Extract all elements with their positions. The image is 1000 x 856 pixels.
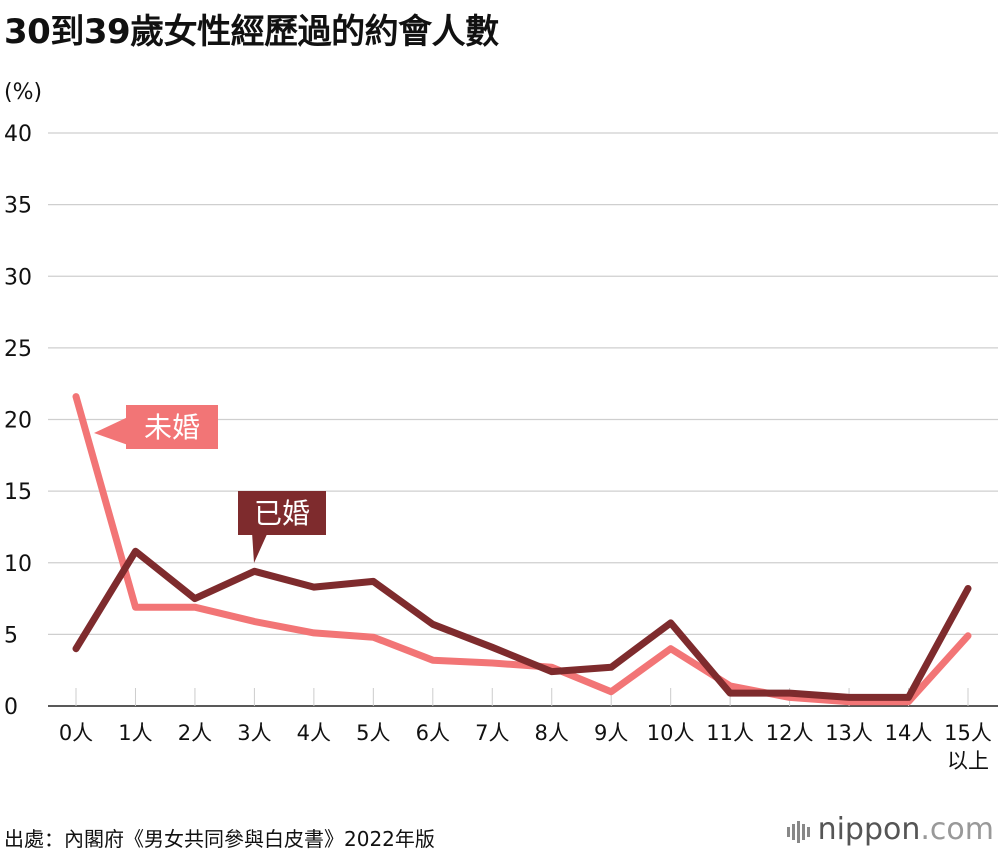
nippon-logo: nippon.com xyxy=(786,812,994,848)
x-tick-label: 6人 xyxy=(416,721,450,745)
callout-label: 已婚 xyxy=(254,497,310,530)
y-axis-ticks: 0 5 10 15 20 25 30 35 40 xyxy=(4,122,32,720)
series-line-0 xyxy=(72,393,972,706)
line-chart: 0 5 10 15 20 25 30 35 40 0人 1人 2人 3人 4人 5人 6人 7人 8人 9人 10人… xyxy=(4,122,998,773)
x-tick-label: 10人 xyxy=(647,721,695,745)
x-tick-label: 15人 xyxy=(944,721,992,745)
series-lines xyxy=(72,393,972,706)
x-tick-label: 14人 xyxy=(885,721,933,745)
logo-suffix: .com xyxy=(920,812,994,847)
y-axis-unit-label: (%) xyxy=(4,80,43,105)
y-tick-label: 0 xyxy=(4,695,18,720)
y-tick-label: 10 xyxy=(4,552,32,577)
x-tick-label: 7人 xyxy=(475,721,509,745)
x-tick-label: 13人 xyxy=(825,721,873,745)
x-tick-label: 4人 xyxy=(297,721,331,745)
y-tick-label: 5 xyxy=(4,623,18,648)
x-tick-label: 1人 xyxy=(118,721,152,745)
x-tick-label: 11人 xyxy=(706,721,754,745)
x-tick-label: 5人 xyxy=(356,721,390,745)
y-tick-label: 15 xyxy=(4,480,32,505)
x-tick-label: 3人 xyxy=(237,721,271,745)
callout-label: 未婚 xyxy=(144,411,200,444)
series-callout-1: 已婚 xyxy=(238,491,326,563)
x-tick-label: 9人 xyxy=(594,721,628,745)
y-tick-label: 40 xyxy=(4,122,32,147)
y-tick-label: 35 xyxy=(4,194,32,219)
x-tick-label: 8人 xyxy=(535,721,569,745)
series-callout-0: 未婚 xyxy=(94,405,218,449)
logo-text: nippon xyxy=(817,812,921,847)
y-tick-label: 30 xyxy=(4,265,32,290)
x-tick-label: 2人 xyxy=(178,721,212,745)
x-tick-label: 12人 xyxy=(766,721,814,745)
x-tick-label: 以上 xyxy=(947,749,989,773)
y-tick-label: 25 xyxy=(4,337,32,362)
source-note: 出處：內閣府《男女共同參與白皮書》2022年版 xyxy=(4,827,435,851)
x-tick-label: 0人 xyxy=(59,721,93,745)
y-tick-label: 20 xyxy=(4,409,32,434)
chart-title: 30到39歲女性經歷過的約會人數 xyxy=(4,12,499,52)
logo-mark-icon xyxy=(786,813,812,848)
series-line-1 xyxy=(72,547,972,701)
